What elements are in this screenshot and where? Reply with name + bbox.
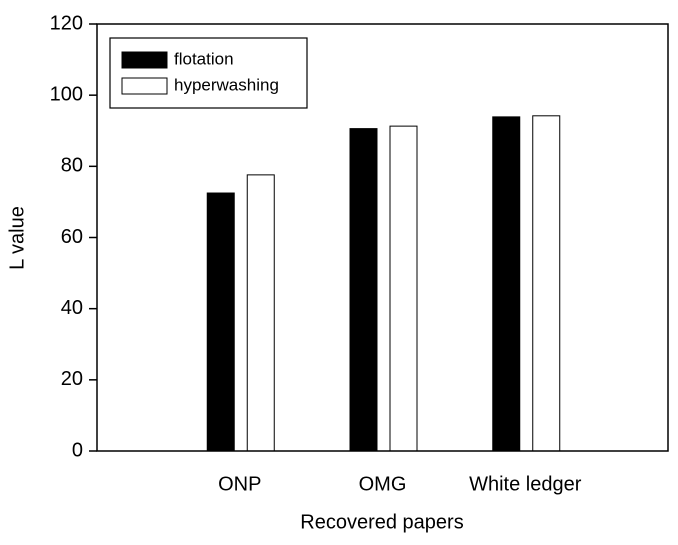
bar: [492, 116, 521, 452]
bar: [532, 115, 561, 452]
legend-label: flotation: [174, 49, 234, 68]
bar: [349, 128, 378, 452]
y-tick-label: 120: [50, 12, 83, 34]
x-tick-label: ONP: [218, 473, 261, 495]
plot-frame: [96, 23, 669, 452]
x-axis-label: Recovered papers: [300, 511, 463, 533]
bar: [389, 125, 418, 452]
x-tick-label: OMG: [359, 473, 407, 495]
y-tick-label: 80: [61, 155, 83, 177]
x-tick-label: White ledger: [469, 473, 582, 495]
y-tick-label: 20: [61, 368, 83, 390]
y-tick-label: 100: [50, 83, 83, 105]
legend-swatch: [121, 51, 168, 69]
legend-box: [109, 37, 308, 109]
y-tick-label: 40: [61, 297, 83, 319]
y-tick-label: 60: [61, 226, 83, 248]
legend-label: hyperwashing: [174, 75, 279, 94]
y-axis-label: L value: [6, 206, 28, 270]
y-tick-label: 0: [72, 439, 83, 461]
legend-swatch: [121, 77, 168, 95]
bar: [206, 192, 235, 452]
bar: [246, 174, 275, 452]
